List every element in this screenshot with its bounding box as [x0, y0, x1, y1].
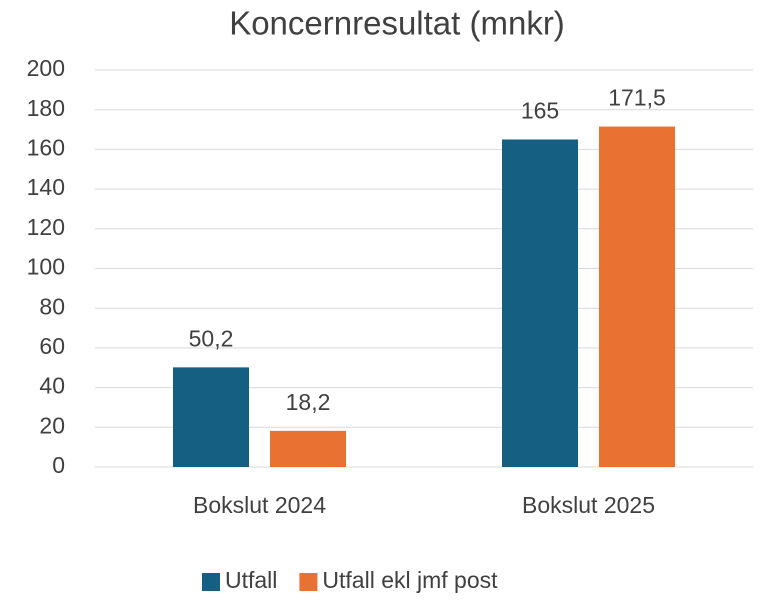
data-label: 165	[521, 98, 559, 124]
y-tick-label: 80	[39, 293, 65, 319]
bar	[502, 139, 578, 467]
x-tick-label: Bokslut 2025	[522, 492, 655, 518]
bar	[270, 430, 346, 467]
chart-title: Koncernresultat (mnkr)	[229, 5, 565, 42]
legend-swatch	[299, 573, 318, 591]
y-tick-label: 140	[27, 174, 65, 200]
y-tick-label: 180	[27, 95, 65, 121]
bar	[173, 367, 249, 467]
legend-swatch	[202, 573, 220, 591]
y-tick-label: 20	[39, 412, 65, 438]
y-tick-label: 40	[39, 373, 65, 399]
data-label: 171,5	[608, 85, 666, 111]
y-tick-label: 60	[39, 333, 65, 359]
x-tick-label: Bokslut 2024	[193, 492, 326, 518]
legend-label: Utfall	[225, 567, 277, 593]
legend-label: Utfall ekl jmf post	[322, 567, 498, 593]
y-tick-label: 120	[27, 214, 65, 240]
data-label: 18,2	[286, 389, 331, 415]
y-tick-label: 160	[27, 134, 65, 160]
y-tick-label: 100	[27, 254, 65, 280]
y-tick-label: 0	[52, 452, 65, 478]
y-tick-label: 200	[27, 55, 65, 81]
data-label: 50,2	[189, 325, 234, 351]
bar	[599, 126, 675, 467]
